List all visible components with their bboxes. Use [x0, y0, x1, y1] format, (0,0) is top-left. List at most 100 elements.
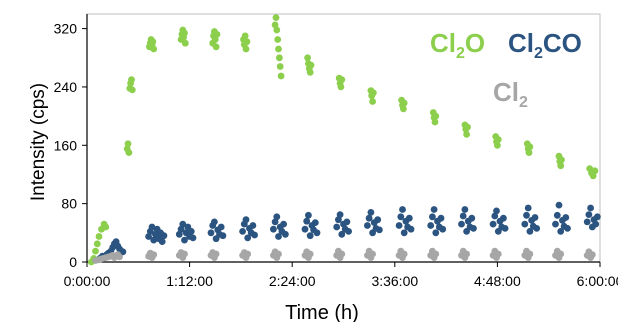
data-point [249, 222, 257, 229]
data-point [333, 223, 341, 231]
data-point [374, 216, 382, 224]
data-point [181, 29, 188, 37]
data-point [150, 251, 158, 259]
data-point [397, 213, 405, 221]
data-point [181, 236, 188, 244]
data-point [431, 118, 439, 126]
data-point [500, 214, 507, 222]
data-point [337, 83, 345, 91]
data-point [524, 204, 532, 212]
data-point [594, 213, 601, 221]
data-point [430, 206, 438, 213]
data-point [145, 233, 153, 240]
data-point [179, 220, 187, 228]
data-point [338, 76, 346, 83]
data-point [526, 143, 534, 151]
data-point [119, 248, 127, 256]
data-point [591, 167, 599, 175]
data-point [212, 250, 220, 258]
data-point [557, 228, 565, 235]
data-point [489, 220, 497, 228]
data-point [395, 222, 403, 229]
data-point [311, 219, 319, 227]
data-point [307, 61, 315, 69]
data-point [275, 250, 282, 258]
data-point [365, 214, 373, 222]
data-point [275, 233, 282, 240]
data-point [432, 250, 440, 258]
data-point [526, 250, 534, 258]
data-point [557, 250, 565, 258]
data-point [158, 238, 166, 246]
data-point [273, 26, 281, 34]
data-point [525, 149, 533, 157]
data-point [239, 228, 247, 235]
data-point [217, 223, 225, 231]
data-point [304, 54, 311, 62]
data-point [150, 236, 158, 244]
data-point [400, 99, 408, 107]
data-point [564, 225, 571, 232]
data-point [242, 216, 250, 224]
data-point [588, 251, 596, 259]
data-point [494, 141, 501, 149]
data-point [213, 31, 221, 38]
data-point [273, 213, 281, 221]
data-point [306, 232, 314, 240]
data-point [461, 206, 469, 213]
x-tick-label: 3:36:00 [371, 273, 418, 289]
data-point [277, 72, 285, 80]
data-point [150, 45, 158, 53]
y-axis-title: Intensity (cps) [28, 83, 49, 201]
data-point [523, 211, 530, 219]
data-point [189, 234, 197, 242]
data-point [399, 206, 406, 213]
data-point [439, 225, 447, 233]
data-point [125, 149, 133, 157]
y-tick-label: 320 [54, 21, 78, 37]
data-point [458, 220, 465, 228]
data-point [369, 250, 376, 258]
data-point [370, 89, 377, 97]
data-point [95, 233, 103, 240]
data-point [468, 214, 476, 222]
data-point [427, 222, 435, 229]
data-point [459, 212, 467, 220]
data-point [493, 207, 500, 215]
data-point [128, 86, 136, 94]
data-point [241, 32, 249, 40]
data-point [211, 218, 218, 226]
data-point [367, 209, 375, 216]
legend-label: Cl2O [430, 28, 485, 62]
data-point [275, 45, 282, 53]
x-axis-title: Time (h) [285, 302, 359, 322]
y-tick-label: 160 [54, 137, 78, 153]
data-point [181, 39, 189, 47]
data-point [437, 214, 445, 222]
data-point [494, 136, 502, 143]
data-point [92, 247, 99, 255]
axes: 0 80 160 240 320 0:00:00 1:12:00 2:24:00 3:36:00… [54, 13, 618, 289]
data-point [592, 220, 600, 228]
data-point [338, 250, 346, 258]
data-point [521, 220, 529, 228]
x-tick-label: 4:48:00 [474, 273, 521, 289]
data-point [552, 220, 559, 228]
data-point [335, 216, 342, 224]
series-2 [92, 247, 596, 264]
data-point [306, 250, 314, 258]
data-point [243, 38, 251, 46]
y-tick-label: 0 [69, 254, 77, 270]
data-point [501, 225, 509, 232]
y-tick-label: 80 [61, 196, 77, 212]
data-point [128, 76, 135, 83]
data-point [589, 172, 597, 180]
data-point [343, 218, 351, 226]
data-point [280, 220, 287, 228]
x-tick-label: 0:00:00 [64, 273, 111, 289]
data-point [276, 54, 283, 62]
data-point [282, 230, 289, 238]
data-point [491, 212, 499, 220]
